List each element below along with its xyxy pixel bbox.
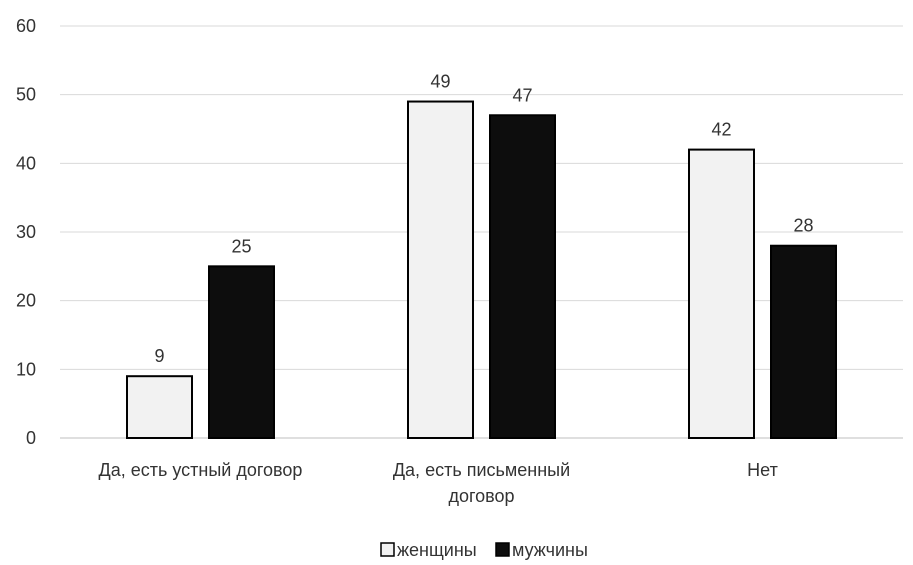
legend-label: мужчины (512, 540, 588, 560)
x-category-label: Да, есть письменный (393, 460, 570, 480)
bar (407, 100, 474, 440)
y-tick-label: 50 (16, 85, 36, 105)
y-tick-label: 40 (16, 153, 36, 173)
bar (126, 375, 193, 440)
x-category-label: Да, есть устный договор (99, 460, 303, 480)
bar (489, 114, 556, 440)
x-category-label: договор (448, 486, 514, 506)
y-tick-label: 30 (16, 222, 36, 242)
y-axis-ticks: 0 10 20 30 40 50 60 (16, 16, 36, 448)
legend-swatch (380, 542, 395, 557)
data-label: 49 (430, 72, 450, 92)
data-label: 9 (154, 346, 164, 366)
data-label: 42 (711, 120, 731, 140)
bars (126, 100, 837, 440)
bar (208, 265, 275, 440)
legend: женщины мужчины (380, 540, 588, 560)
y-tick-label: 60 (16, 16, 36, 36)
bar (688, 148, 755, 439)
data-label: 47 (512, 85, 532, 105)
legend-label: женщины (397, 540, 477, 560)
legend-swatch (495, 542, 510, 557)
gridlines (60, 25, 903, 439)
y-tick-label: 0 (26, 428, 36, 448)
y-tick-label: 10 (16, 359, 36, 379)
x-axis-categories: Да, есть устный договор Да, есть письменн… (99, 460, 778, 506)
x-category-label: Нет (747, 460, 778, 480)
data-label: 25 (231, 236, 251, 256)
bar (770, 244, 837, 439)
data-labels: 9 25 49 47 42 28 (154, 72, 813, 367)
y-tick-label: 20 (16, 291, 36, 311)
data-label: 28 (793, 216, 813, 236)
